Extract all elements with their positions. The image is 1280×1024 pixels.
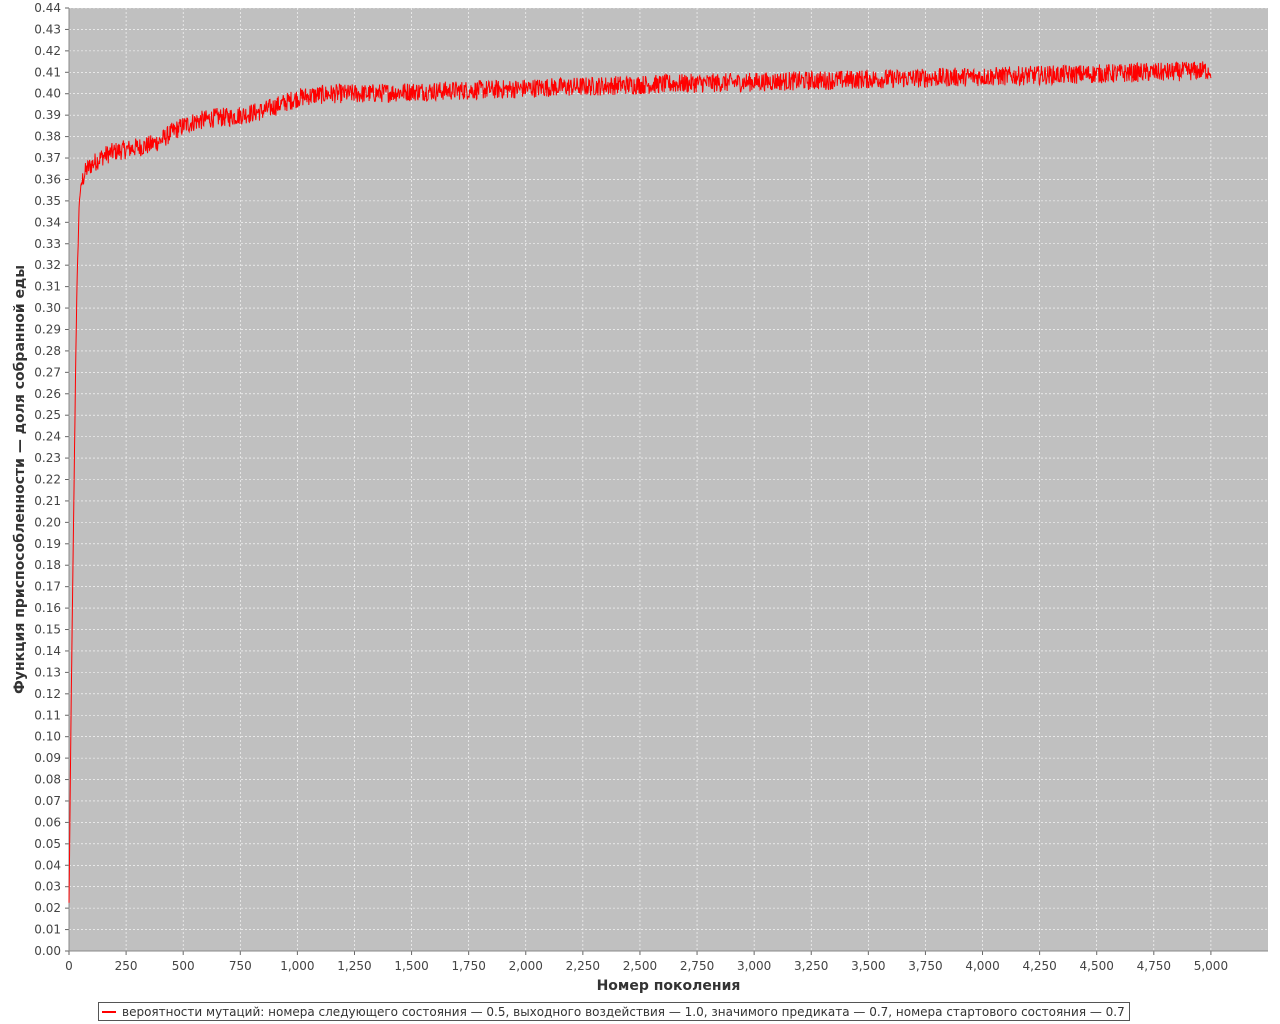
y-tick-label: 0.12	[34, 687, 61, 701]
y-tick-label: 0.02	[34, 901, 61, 915]
x-tick-label: 2,250	[566, 959, 600, 973]
x-tick-label: 5,000	[1194, 959, 1228, 973]
vertical-gridlines	[125, 8, 1212, 951]
x-tick-label: 3,750	[908, 959, 942, 973]
y-tick-label: 0.34	[34, 215, 61, 229]
x-tick-label: 4,250	[1022, 959, 1056, 973]
series-line	[68, 61, 1212, 903]
y-tick-label: 0.03	[34, 880, 61, 894]
x-tick-label: 1,000	[280, 959, 314, 973]
y-tick-label: 0.18	[34, 558, 61, 572]
x-tick-label: 250	[115, 959, 138, 973]
y-tick-label: 0.29	[34, 322, 61, 336]
y-tick-label: 0.15	[34, 623, 61, 637]
y-tick-label: 0.43	[34, 22, 61, 36]
y-tick-label: 0.06	[34, 815, 61, 829]
x-tick-label: 4,500	[1080, 959, 1114, 973]
y-tick-label: 0.08	[34, 773, 61, 787]
y-tick-label: 0.01	[34, 923, 61, 937]
y-tick-label: 0.22	[34, 473, 61, 487]
y-tick-label: 0.40	[34, 87, 61, 101]
plot-area	[69, 8, 1268, 951]
y-tick-label: 0.26	[34, 387, 61, 401]
x-tick-label: 1,500	[394, 959, 428, 973]
legend-label: вероятности мутаций: номера следующего с…	[122, 1004, 1125, 1019]
y-tick-label: 0.32	[34, 258, 61, 272]
y-tick-label: 0.27	[34, 365, 61, 379]
x-axis-title: Номер поколения	[597, 978, 741, 994]
x-tick-label: 2,500	[623, 959, 657, 973]
y-tick-label: 0.20	[34, 515, 61, 529]
y-tick-label: 0.35	[34, 194, 61, 208]
x-tick-label: 3,250	[794, 959, 828, 973]
y-tick-label: 0.05	[34, 837, 61, 851]
y-axis: 0.00 0.01 0.02 0.03 0.04 0.05 0.06 0.07 0.08 0.09…	[34, 1, 70, 958]
legend: вероятности мутаций: номера следующего с…	[98, 1002, 1130, 1021]
x-tick-label: 2,750	[680, 959, 714, 973]
y-tick-label: 0.10	[34, 730, 61, 744]
y-tick-label: 0.23	[34, 451, 61, 465]
y-axis-title: Функция приспособленности — доля собранн…	[12, 265, 28, 694]
x-tick-label: 1,250	[337, 959, 371, 973]
x-tick-label: 750	[229, 959, 252, 973]
line-chart: 0.00 0.01 0.02 0.03 0.04 0.05 0.06 0.07 0.08 0.09…	[12, 1, 1268, 994]
y-tick-label: 0.38	[34, 130, 61, 144]
y-tick-label: 0.39	[34, 108, 61, 122]
x-tick-label: 2,000	[509, 959, 543, 973]
y-tick-label: 0.41	[34, 65, 61, 79]
x-tick-label: 4,750	[1137, 959, 1171, 973]
x-tick-label: 4,000	[965, 959, 999, 973]
x-tick-label: 500	[172, 959, 195, 973]
y-tick-label: 0.44	[34, 1, 61, 15]
y-tick-label: 0.19	[34, 537, 61, 551]
y-tick-label: 0.28	[34, 344, 61, 358]
legend-swatch	[102, 1010, 116, 1013]
x-tick-label: 3,500	[851, 959, 885, 973]
y-tick-label: 0.30	[34, 301, 61, 315]
y-tick-label: 0.07	[34, 794, 61, 808]
y-tick-label: 0.25	[34, 408, 61, 422]
y-tick-label: 0.24	[34, 430, 61, 444]
y-tick-label: 0.09	[34, 751, 61, 765]
y-tick-label: 0.37	[34, 151, 61, 165]
y-tick-label: 0.04	[34, 858, 61, 872]
y-tick-label: 0.42	[34, 44, 61, 58]
y-tick-label: 0.36	[34, 172, 61, 186]
x-axis: 0 250 500 750 1,000 1,250 1,500 1,750 2,000 2,250…	[65, 950, 1268, 973]
y-tick-label: 0.17	[34, 580, 61, 594]
y-tick-label: 0.11	[34, 708, 61, 722]
y-tick-label: 0.13	[34, 665, 61, 679]
y-tick-label: 0.21	[34, 494, 61, 508]
y-tick-label: 0.14	[34, 644, 61, 658]
y-tick-label: 0.16	[34, 601, 61, 615]
y-tick-label: 0.00	[34, 944, 61, 958]
y-tick-label: 0.31	[34, 280, 61, 294]
x-tick-label: 0	[65, 959, 73, 973]
y-tick-label: 0.33	[34, 237, 61, 251]
x-tick-label: 3,000	[737, 959, 771, 973]
x-tick-label: 1,750	[451, 959, 485, 973]
